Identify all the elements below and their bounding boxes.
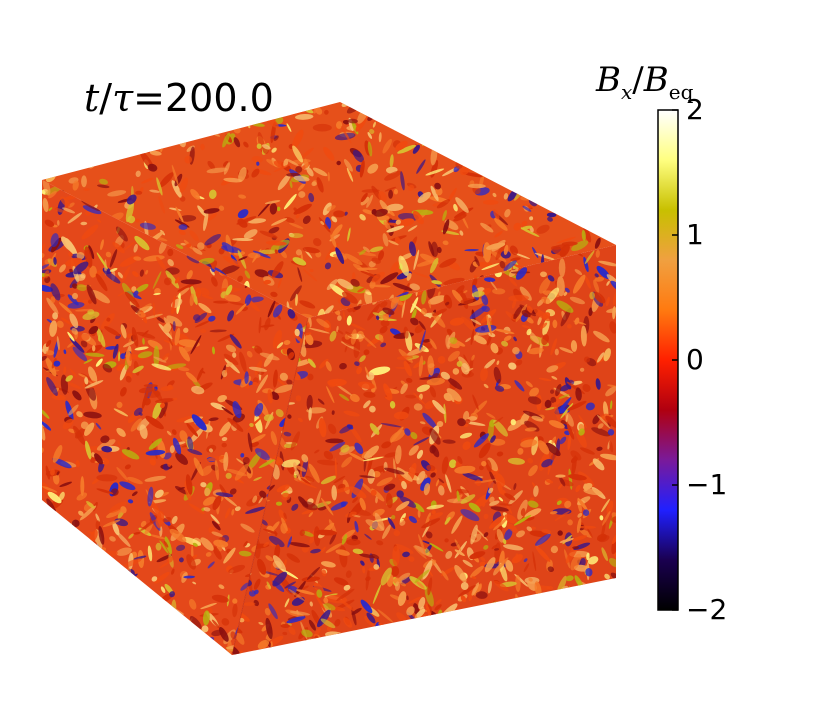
cube-edge [231,317,309,656]
colorbar-tick-label: 0 [686,343,704,376]
colorbar-tick-label: 2 [686,93,704,126]
colorbar-title: Bx/Beq [596,60,694,104]
colorbar-tick-label: 1 [686,218,704,251]
colorbar-tick-label: −2 [686,593,728,626]
time-annotation: t/τ=200.0 [84,76,274,120]
colorbar-tick-label: −1 [686,468,728,501]
